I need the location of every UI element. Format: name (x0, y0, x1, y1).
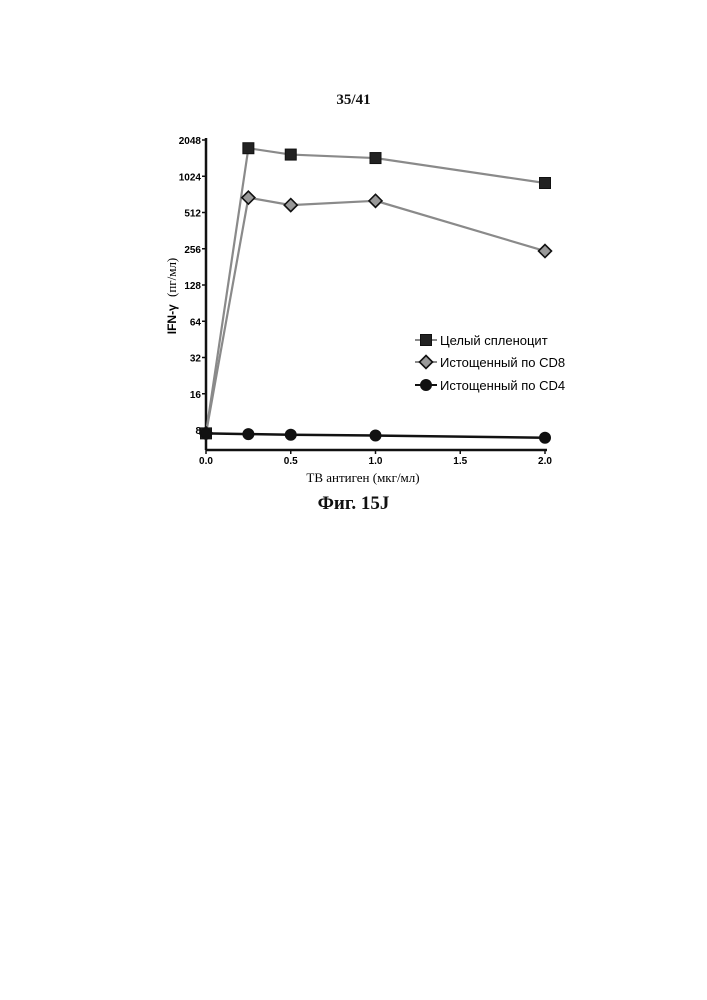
x-axis-label: TB антиген (мкг/мл) (306, 470, 419, 485)
legend-marker-whole-splenocyte (421, 335, 432, 346)
data-point-cd8-depleted (369, 194, 382, 207)
legend-label-whole-splenocyte: Целый спленоцит (440, 333, 548, 348)
y-tick-label: 64 (190, 317, 202, 328)
data-point-cd8-depleted (539, 245, 552, 258)
y-tick-label: 256 (184, 245, 201, 256)
legend-marker-cd4-depleted (421, 380, 432, 391)
x-tick-label: 1.5 (453, 456, 467, 467)
data-point-cd4-depleted (243, 429, 254, 440)
data-point-cd4-depleted (285, 429, 296, 440)
data-point-cd4-depleted (540, 432, 551, 443)
x-tick-label: 2.0 (538, 456, 552, 467)
data-point-cd4-depleted (201, 428, 212, 439)
data-point-whole-splenocyte (285, 149, 296, 160)
y-tick-label: 2048 (179, 136, 202, 147)
y-tick-label: 512 (184, 209, 201, 220)
y-axis-label-prefix: IFN-γ (165, 304, 179, 334)
y-tick-label: 16 (190, 390, 202, 401)
series-whole-splenocyte (201, 143, 551, 439)
y-axis-label: IFN-γ (пг/мл) (164, 258, 179, 335)
data-point-cd4-depleted (370, 430, 381, 441)
data-point-whole-splenocyte (540, 178, 551, 189)
legend-marker-cd8-depleted (420, 356, 433, 369)
chart-legend: Целый спленоцит Истощенный по CD8 Истощенн… (415, 333, 565, 393)
data-point-whole-splenocyte (370, 153, 381, 164)
legend-label-cd8-depleted: Истощенный по CD8 (440, 355, 565, 370)
figure-caption: Фиг. 15J (0, 493, 707, 515)
x-tick-label: 0.0 (199, 456, 213, 467)
data-point-cd8-depleted (284, 199, 297, 212)
x-tick-label: 1.0 (369, 456, 383, 467)
x-tick-label: 0.5 (284, 456, 298, 467)
legend-label-cd4-depleted: Истощенный по CD4 (440, 378, 565, 393)
series-cd8-depleted (200, 191, 552, 440)
y-tick-label: 1024 (179, 172, 202, 183)
chart-series (200, 143, 552, 444)
y-tick-label: 32 (190, 354, 202, 365)
chart-axes: 8163264128256512102420480.00.51.01.52.0 (179, 136, 553, 467)
data-point-whole-splenocyte (243, 143, 254, 154)
series-line-cd8-depleted (206, 198, 545, 434)
y-axis-label-unit: (пг/мл) (164, 258, 179, 297)
y-tick-label: 128 (184, 281, 201, 292)
data-point-cd8-depleted (242, 191, 255, 204)
series-cd4-depleted (201, 428, 551, 443)
